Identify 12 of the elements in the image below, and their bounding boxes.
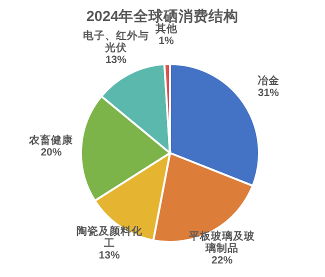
data-label: 31% (258, 87, 280, 100)
slice-label: 农畜健康 (28, 134, 74, 147)
data-label: 1% (158, 35, 175, 48)
slice-label: 其他 (154, 22, 178, 36)
slice-label: 电子、红外与光伏 (82, 28, 149, 54)
data-label: 22% (212, 254, 234, 267)
data-label: 20% (40, 146, 62, 159)
slice-label: 冶金 (257, 74, 280, 88)
chart-title: 2024年全球硒消费结构 (86, 8, 239, 25)
data-label: 13% (105, 54, 128, 66)
data-label: 13% (98, 249, 120, 262)
slice-label: 陶瓷及颜料化工 (76, 224, 144, 250)
